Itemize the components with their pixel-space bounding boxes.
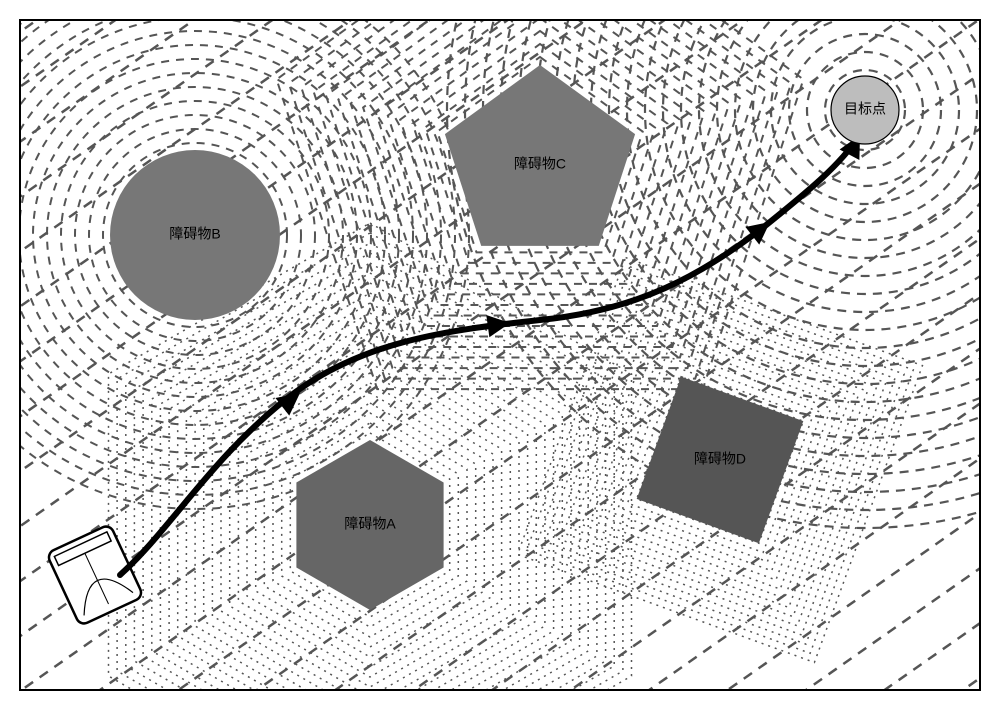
obstacle-C-label: 障碍物C [514, 156, 566, 172]
obstacle-B-label: 障碍物B [169, 226, 220, 242]
obstacle-D-label: 障碍物D [694, 451, 746, 467]
potential-field-diagram: 障碍物A 障碍物B 障碍物C 障碍物D 目标点 [0, 0, 1000, 710]
target-label: 目标点 [844, 101, 886, 117]
obstacle-A-label: 障碍物A [344, 516, 396, 532]
